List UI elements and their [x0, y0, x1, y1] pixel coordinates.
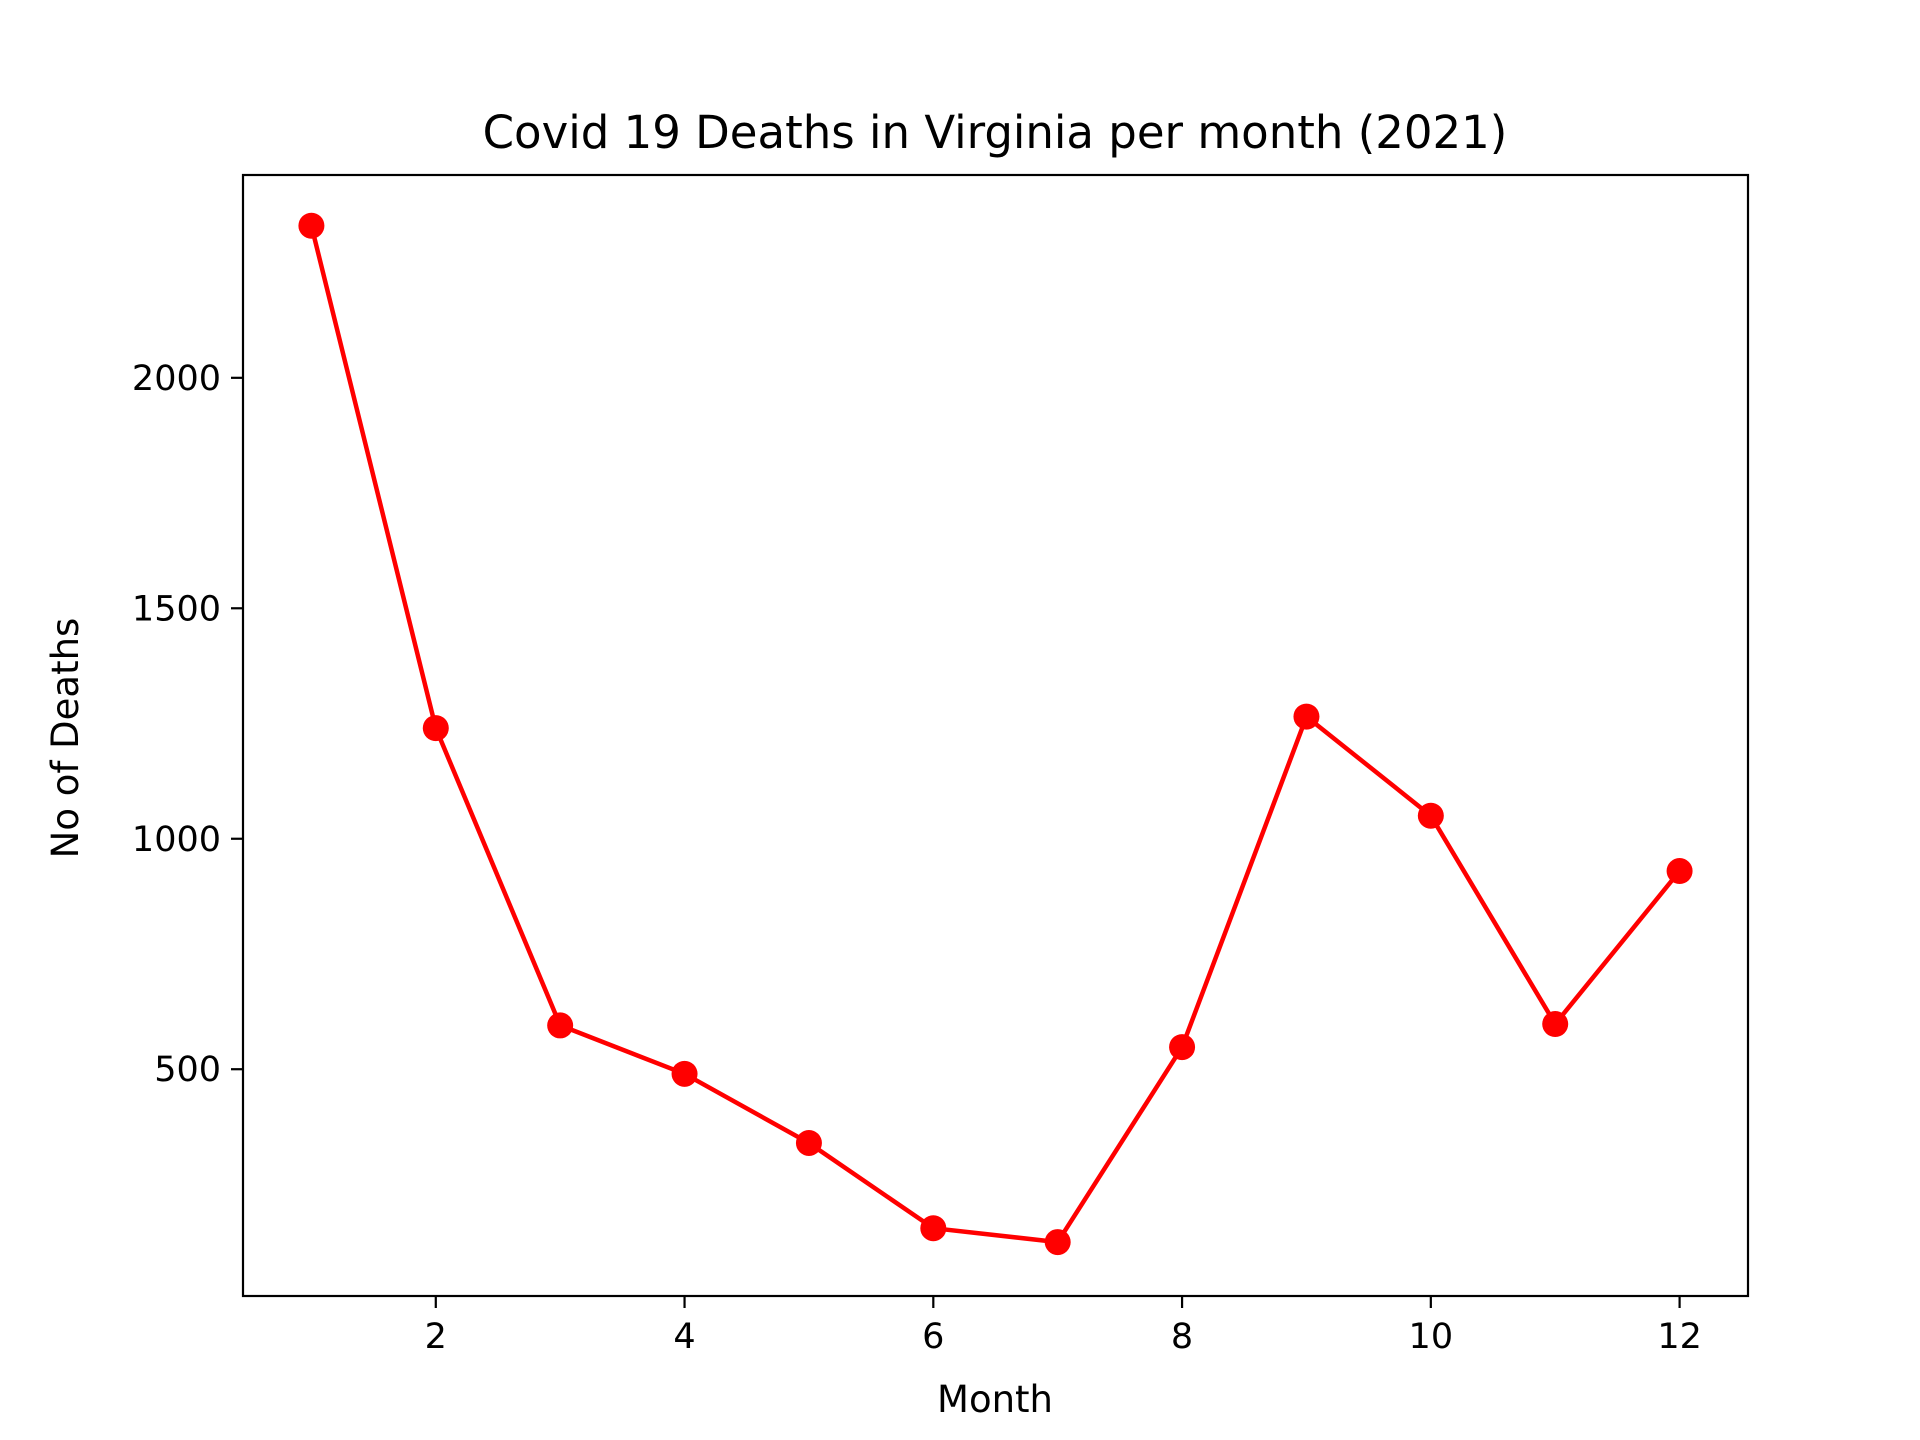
y-tick-label-1000: 1000: [132, 820, 221, 860]
y-tick-label-2000: 2000: [132, 359, 221, 399]
data-point-month-7: [1044, 1229, 1071, 1256]
y-axis-label: No of Deaths: [44, 618, 87, 859]
x-axis-label: Month: [937, 1378, 1053, 1421]
y-tick-label-500: 500: [154, 1050, 221, 1090]
data-point-month-5: [795, 1129, 822, 1156]
data-point-month-9: [1293, 703, 1320, 730]
y-tick-label-1500: 1500: [132, 589, 221, 629]
data-point-month-12: [1666, 858, 1693, 885]
data-point-month-3: [547, 1012, 574, 1039]
data-point-month-10: [1417, 802, 1444, 829]
x-tick-label-2: 2: [425, 1317, 447, 1357]
x-tick-label-8: 8: [1171, 1317, 1193, 1357]
x-tick-label-4: 4: [673, 1317, 695, 1357]
data-point-month-1: [298, 212, 325, 239]
x-tick-label-6: 6: [922, 1317, 944, 1357]
x-tick-label-10: 10: [1409, 1317, 1454, 1357]
x-tick-label-12: 12: [1657, 1317, 1702, 1357]
x-axis: 2 4 6 8 10 12: [425, 1296, 1702, 1357]
data-point-month-8: [1169, 1034, 1196, 1061]
plot-frame: [241, 173, 1750, 1298]
data-point-month-2: [422, 715, 449, 742]
chart-title: Covid 19 Deaths in Virginia per month (2…: [483, 106, 1508, 159]
data-point-month-4: [671, 1060, 698, 1087]
plot-area: [241, 173, 1750, 1298]
data-point-month-6: [920, 1215, 947, 1242]
series-line: [309, 225, 1682, 1245]
data-point-month-11: [1542, 1011, 1569, 1038]
y-axis: 500 1000 1500 2000: [132, 359, 243, 1090]
